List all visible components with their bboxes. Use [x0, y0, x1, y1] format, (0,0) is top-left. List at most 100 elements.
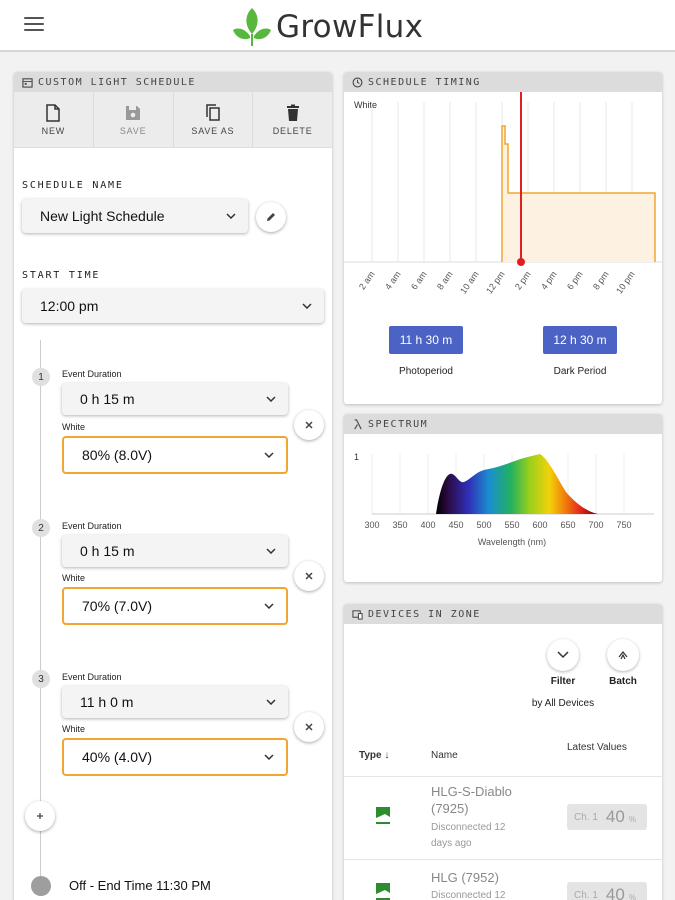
event-2-level-value: 70% (7.0V)	[82, 598, 153, 614]
event-1-duration-value: 0 h 15 m	[80, 391, 135, 407]
start-time-label: START TIME	[22, 270, 101, 281]
type-column-header[interactable]: Type ↓	[359, 750, 389, 761]
timing-line	[501, 125, 656, 262]
save-button[interactable]: SAVE	[94, 92, 174, 147]
device-1-status-line-2: days ago	[431, 838, 472, 849]
device-1-value-chip: Ch. 1 40 %	[567, 804, 647, 830]
spectrum-card: SPECTRUM 1 300	[344, 414, 662, 582]
event-3-duration-value: 11 h 0 m	[80, 694, 134, 710]
plus-icon	[37, 813, 43, 819]
save-as-button[interactable]: SAVE AS	[174, 92, 254, 147]
event-1-duration-select[interactable]: 0 h 15 m	[62, 383, 288, 415]
timing-tick-label: 6 am	[409, 269, 429, 291]
event-2-level-select[interactable]: 70% (7.0V)	[62, 587, 288, 625]
event-3-duration-label: Event Duration	[62, 672, 122, 682]
timing-chart: White 2 am 4 am 6 am 8 am 10 am 12 pm 2 …	[344, 92, 662, 296]
event-1-number: 1	[32, 368, 50, 386]
timing-tick-label: 4 pm	[539, 269, 559, 291]
schedule-card-title: CUSTOM LIGHT SCHEDULE	[38, 76, 196, 88]
type-column-label: Type	[359, 750, 382, 761]
event-3-remove-button[interactable]	[294, 712, 324, 742]
event-1-level-value: 80% (8.0V)	[82, 447, 153, 463]
chevron-down-icon	[302, 303, 312, 309]
row-separator	[344, 776, 662, 777]
timing-tick-label: 12 pm	[484, 269, 507, 295]
filter-button[interactable]	[547, 639, 579, 671]
end-marker	[31, 876, 51, 896]
chevron-down-icon	[266, 396, 276, 402]
device-1-name-line-2: (7925)	[431, 801, 469, 816]
dark-period-label: Dark Period	[553, 366, 607, 377]
start-time-value: 12:00 pm	[40, 298, 99, 314]
device-2-chip-label: Ch. 1	[574, 889, 598, 900]
chevron-down-icon	[264, 603, 274, 609]
hlg-device-icon	[373, 880, 393, 900]
menu-icon[interactable]	[24, 17, 44, 33]
photoperiod-badge: 11 h 30 m	[389, 326, 463, 354]
timing-series-label: White	[354, 100, 377, 110]
event-2-duration-label: Event Duration	[62, 521, 122, 531]
name-column-header: Name	[431, 750, 458, 761]
lambda-icon	[354, 418, 362, 429]
timing-card-title: SCHEDULE TIMING	[368, 76, 481, 88]
timing-card-header: SCHEDULE TIMING	[344, 72, 662, 92]
spectrum-x-axis-label: Wavelength (nm)	[478, 537, 546, 547]
spectrum-curve	[436, 454, 598, 514]
spectrum-tick-label: 300	[364, 520, 379, 530]
edit-name-button[interactable]	[256, 202, 286, 232]
spectrum-tick-label: 350	[392, 520, 407, 530]
delete-button-label: DELETE	[272, 125, 313, 136]
schedule-name-label: SCHEDULE NAME	[22, 180, 124, 191]
spectrum-x-ticks: 300 350 400 450 500 550 600 650 700 750	[364, 520, 631, 530]
timing-tick-label: 10 pm	[614, 269, 637, 295]
calendar-icon	[22, 77, 33, 88]
add-event-button[interactable]	[25, 801, 55, 831]
event-3-level-value: 40% (4.0V)	[82, 749, 153, 765]
event-3-duration-select[interactable]: 11 h 0 m	[62, 686, 288, 718]
new-button-label: NEW	[41, 125, 66, 136]
event-1-level-select[interactable]: 80% (8.0V)	[62, 436, 288, 474]
devices-card-header: DEVICES IN ZONE	[344, 604, 662, 624]
spectrum-tick-label: 550	[504, 520, 519, 530]
end-time-text: Off - End Time 11:30 PM	[69, 878, 211, 893]
chevron-down-icon	[557, 651, 569, 659]
event-2-remove-button[interactable]	[294, 561, 324, 591]
event-2-duration-select[interactable]: 0 h 15 m	[62, 535, 288, 567]
trash-icon	[286, 104, 299, 121]
close-icon	[305, 421, 313, 429]
timing-x-labels: 2 am 4 am 6 am 8 am 10 am 12 pm 2 pm 4 p…	[357, 269, 637, 295]
sort-arrow-icon: ↓	[384, 750, 390, 761]
delete-button[interactable]: DELETE	[253, 92, 332, 147]
spectrum-tick-label: 650	[560, 520, 575, 530]
device-1-chip-label: Ch. 1	[574, 811, 598, 823]
save-as-button-label: SAVE AS	[191, 125, 235, 136]
devices-icon	[352, 609, 363, 620]
devices-card: DEVICES IN ZONE Filter by All Devices Ba…	[344, 604, 662, 900]
current-time-dot	[517, 258, 525, 266]
copy-icon	[206, 103, 220, 121]
new-button[interactable]: NEW	[14, 92, 94, 147]
devices-card-title: DEVICES IN ZONE	[368, 608, 481, 620]
start-time-select[interactable]: 12:00 pm	[22, 289, 324, 323]
spectrum-tick-label: 400	[420, 520, 435, 530]
brand-logo: GrowFlux	[232, 6, 423, 48]
spectrum-card-title: SPECTRUM	[368, 418, 429, 430]
batch-button[interactable]	[607, 639, 639, 671]
schedule-name-select[interactable]: New Light Schedule	[22, 199, 248, 233]
event-3-level-select[interactable]: 40% (4.0V)	[62, 738, 288, 776]
row-separator	[344, 859, 662, 860]
close-icon	[305, 572, 313, 580]
spectrum-y-label: 1	[354, 452, 359, 462]
schedule-toolbar: NEW SAVE SAVE AS DELETE	[14, 92, 332, 148]
event-1-remove-button[interactable]	[294, 410, 324, 440]
pencil-icon	[267, 213, 275, 221]
save-button-label: SAVE	[119, 125, 147, 136]
schedule-name-value: New Light Schedule	[40, 208, 165, 224]
spectrum-tick-label: 700	[588, 520, 603, 530]
device-2-name-line-1: HLG (7952)	[431, 870, 499, 885]
timing-tick-label: 10 am	[458, 269, 481, 295]
device-2-chip-unit: %	[628, 893, 636, 900]
timeline-line	[40, 340, 41, 880]
photoperiod-label: Photoperiod	[399, 366, 453, 377]
timing-tick-label: 6 pm	[565, 269, 585, 291]
